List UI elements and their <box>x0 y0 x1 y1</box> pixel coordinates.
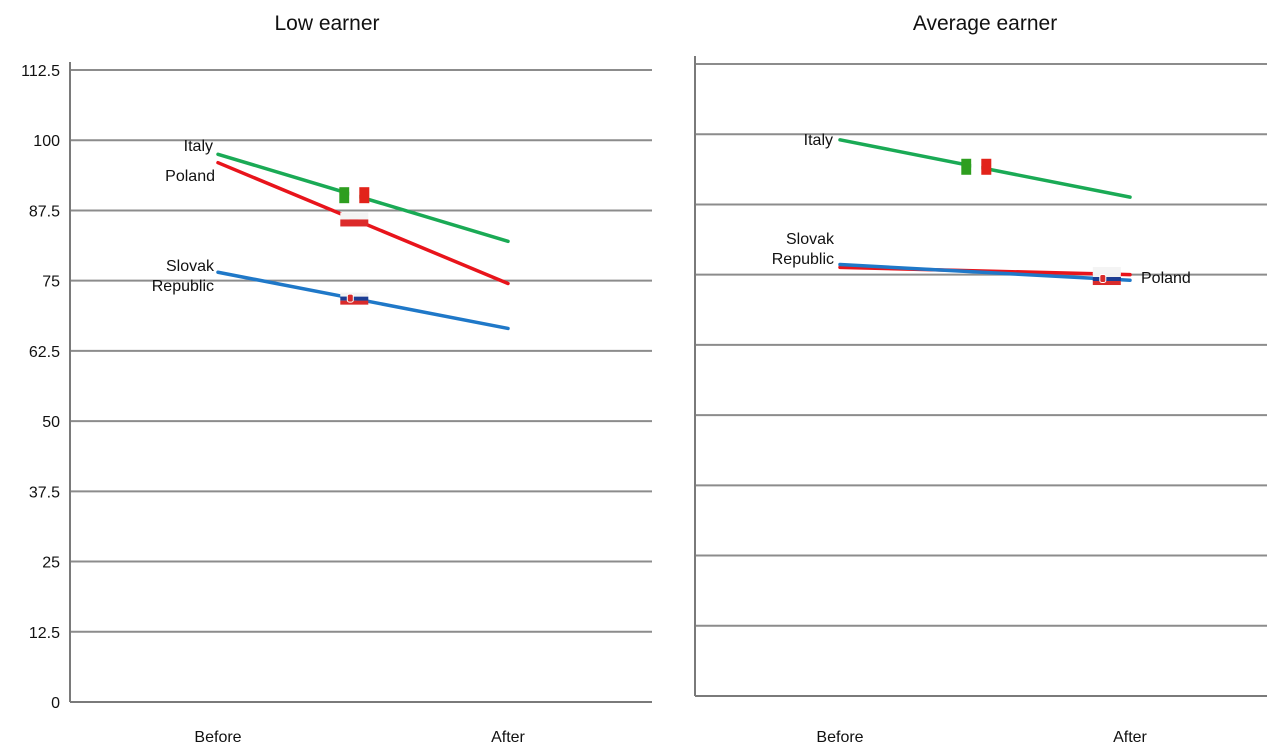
chart-panel-average-earner: Average earner Before After Italy Poland Slov… <box>694 12 1267 746</box>
x-category-label: Before <box>816 729 863 746</box>
y-tick-label: 62.5 <box>29 344 60 361</box>
chart-title: Average earner <box>913 12 1057 35</box>
series-line-slovak-republic <box>838 262 1132 283</box>
chart-title: Low earner <box>274 12 379 35</box>
series-label-italy: Italy <box>184 138 213 155</box>
x-category-label: After <box>491 729 525 746</box>
series-label-slovak-republic: Slovak Republic <box>772 231 835 268</box>
x-category-label: After <box>1113 729 1147 746</box>
y-tick-label: 75 <box>42 274 60 291</box>
series-label-line: Slovak <box>786 231 835 248</box>
series-label-poland: Poland <box>1141 270 1191 287</box>
series-label-line: Republic <box>152 278 214 295</box>
series-label-slovak-republic: Slovak Republic <box>152 258 215 295</box>
italy-flag-icon <box>339 187 370 204</box>
y-tick-label: 12.5 <box>29 625 60 642</box>
y-tick-label: 87.5 <box>29 203 60 220</box>
y-tick-label: 25 <box>42 555 60 572</box>
poland-flag-icon <box>340 212 369 227</box>
chart-panel-low-earner: Low earner 0 12.5 25 37.5 50 62.5 75 87.5 100 112.… <box>21 12 652 746</box>
series-label-line: Slovak <box>166 258 215 275</box>
slovak-flag-icon <box>1092 273 1121 286</box>
y-tick-label: 112.5 <box>21 63 60 80</box>
italy-flag-icon <box>961 158 992 175</box>
x-category-label: Before <box>194 729 241 746</box>
series-label-italy: Italy <box>804 132 833 149</box>
y-tick-label: 0 <box>51 695 60 712</box>
y-tick-label: 50 <box>42 414 60 431</box>
series-label-line: Republic <box>772 251 834 268</box>
y-tick-label: 37.5 <box>29 484 60 501</box>
y-tick-label: 100 <box>33 133 60 150</box>
series-label-poland: Poland <box>165 168 215 185</box>
slovak-flag-icon <box>340 292 369 305</box>
